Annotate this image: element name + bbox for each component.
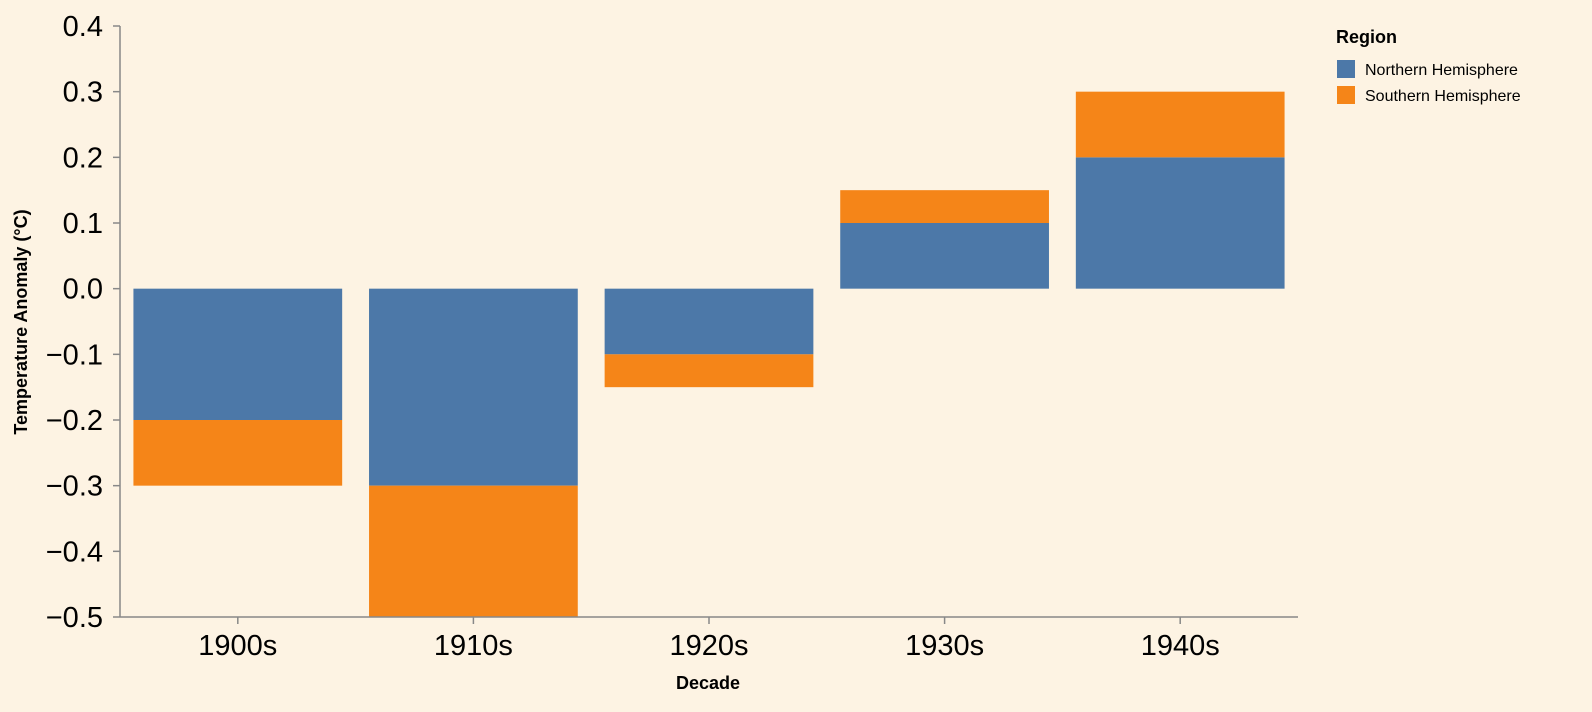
y-axis-title: Temperature Anomaly (°C) [11, 209, 31, 434]
y-axis: −0.5 −0.4 −0.3 −0.2 −0.1 0.0 0.1 0.2 0.3 0.4 [46, 11, 121, 634]
legend-title: Region [1336, 27, 1397, 47]
legend-swatch [1337, 86, 1355, 104]
y-tick-label: 0.2 [63, 142, 103, 174]
y-tick-label: −0.5 [46, 602, 103, 634]
legend: Region Northern Hemisphere Southern Hemis… [1336, 27, 1521, 105]
bar-1910s-southern-hemisphere [369, 485, 578, 617]
y-tick-label: −0.2 [46, 405, 103, 437]
y-tick-label: 0.3 [63, 77, 103, 109]
x-tick-label: 1930s [905, 630, 984, 662]
legend-label: Southern Hemisphere [1365, 88, 1521, 105]
x-axis: 1900s 1910s 1920s 1930s 1940s [120, 616, 1298, 662]
bar-1930s-northern-hemisphere [840, 223, 1049, 289]
x-tick-label: 1940s [1141, 630, 1220, 662]
bar-1920s-southern-hemisphere [604, 354, 814, 388]
y-tick-label: −0.3 [46, 471, 103, 503]
x-axis-title: Decade [676, 673, 740, 693]
bar-1940s-southern-hemisphere [1075, 91, 1285, 158]
x-tick-label: 1910s [434, 630, 513, 662]
bar-1930s-southern-hemisphere [840, 190, 1049, 223]
y-tick-label: 0.0 [63, 274, 103, 306]
y-tick-label: 0.1 [63, 208, 103, 240]
y-tick-label: 0.4 [63, 11, 103, 43]
bar-1940s-northern-hemisphere [1075, 157, 1285, 289]
bar-1920s-northern-hemisphere [604, 288, 814, 355]
bar-1910s-northern-hemisphere [369, 288, 578, 486]
y-tick-label: −0.1 [46, 339, 103, 371]
x-tick-label: 1920s [669, 630, 748, 662]
x-tick-label: 1900s [198, 630, 277, 662]
y-tick-label: −0.4 [46, 536, 103, 568]
bar-1900s-southern-hemisphere [133, 420, 343, 486]
legend-swatch [1337, 60, 1355, 78]
legend-label: Northern Hemisphere [1365, 62, 1518, 79]
bars-layer [133, 91, 1285, 617]
bar-1900s-northern-hemisphere [133, 288, 343, 420]
